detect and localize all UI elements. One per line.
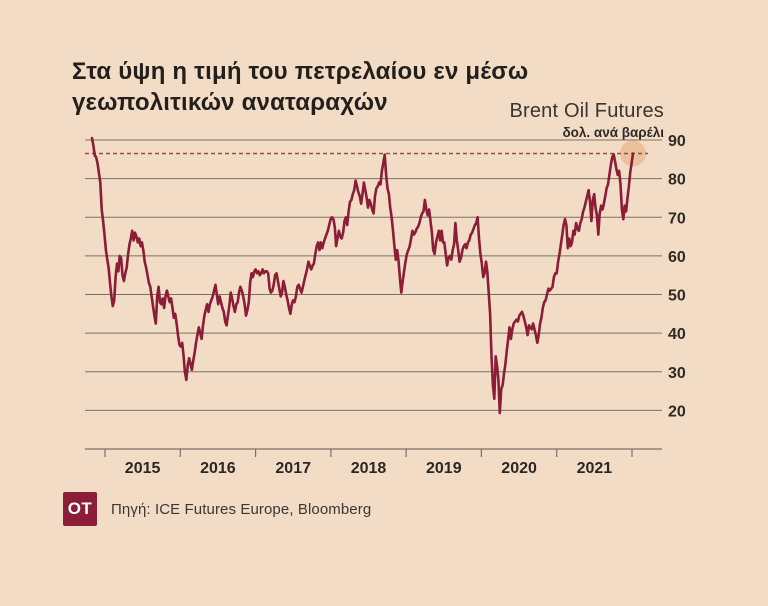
- y-axis-label: 80: [668, 172, 686, 189]
- ot-logo: OT: [63, 492, 97, 526]
- y-axis-labels: 90 80 70 60 50 40 30 20: [668, 133, 686, 420]
- price-line: [90, 136, 635, 415]
- y-axis-label: 60: [668, 249, 686, 266]
- chart-title-line1: Στα ύψη η τιμή του πετρελαίου εν μέσω: [72, 58, 529, 85]
- grid-lines: [85, 139, 662, 411]
- chart-title: Στα ύψη η τιμή του πετρελαίου εν μέσω γε…: [72, 56, 528, 118]
- x-axis-label: 2017: [275, 460, 311, 477]
- x-axis-label: 2018: [351, 460, 387, 477]
- x-axis: [85, 448, 662, 457]
- x-axis-label: 2016: [200, 460, 236, 477]
- y-axis-label: 90: [668, 133, 686, 150]
- y-axis-label: 70: [668, 210, 686, 227]
- source-text: Πηγή: ICE Futures Europe, Bloomberg: [111, 500, 372, 518]
- x-axis-labels: 2015 2016 2017 2018 2019 2020 2021: [125, 460, 612, 477]
- chart-title-line2: γεωπολιτικών αναταραχών: [72, 89, 388, 116]
- x-axis-label: 2020: [501, 460, 537, 477]
- x-axis-label: 2015: [125, 460, 161, 477]
- y-axis-label: 50: [668, 288, 686, 305]
- chart-subtitle: Brent Oil Futures δολ. ανά βαρέλι: [509, 100, 664, 140]
- series-label: Brent Oil Futures: [509, 100, 664, 122]
- unit-label: δολ. ανά βαρέλι: [562, 125, 664, 140]
- y-axis-label: 30: [668, 365, 686, 382]
- y-axis-label: 20: [668, 403, 686, 420]
- y-axis-label: 40: [668, 326, 686, 343]
- x-axis-label: 2019: [426, 460, 462, 477]
- footer: OT Πηγή: ICE Futures Europe, Bloomberg: [63, 492, 371, 526]
- x-axis-label: 2021: [577, 460, 613, 477]
